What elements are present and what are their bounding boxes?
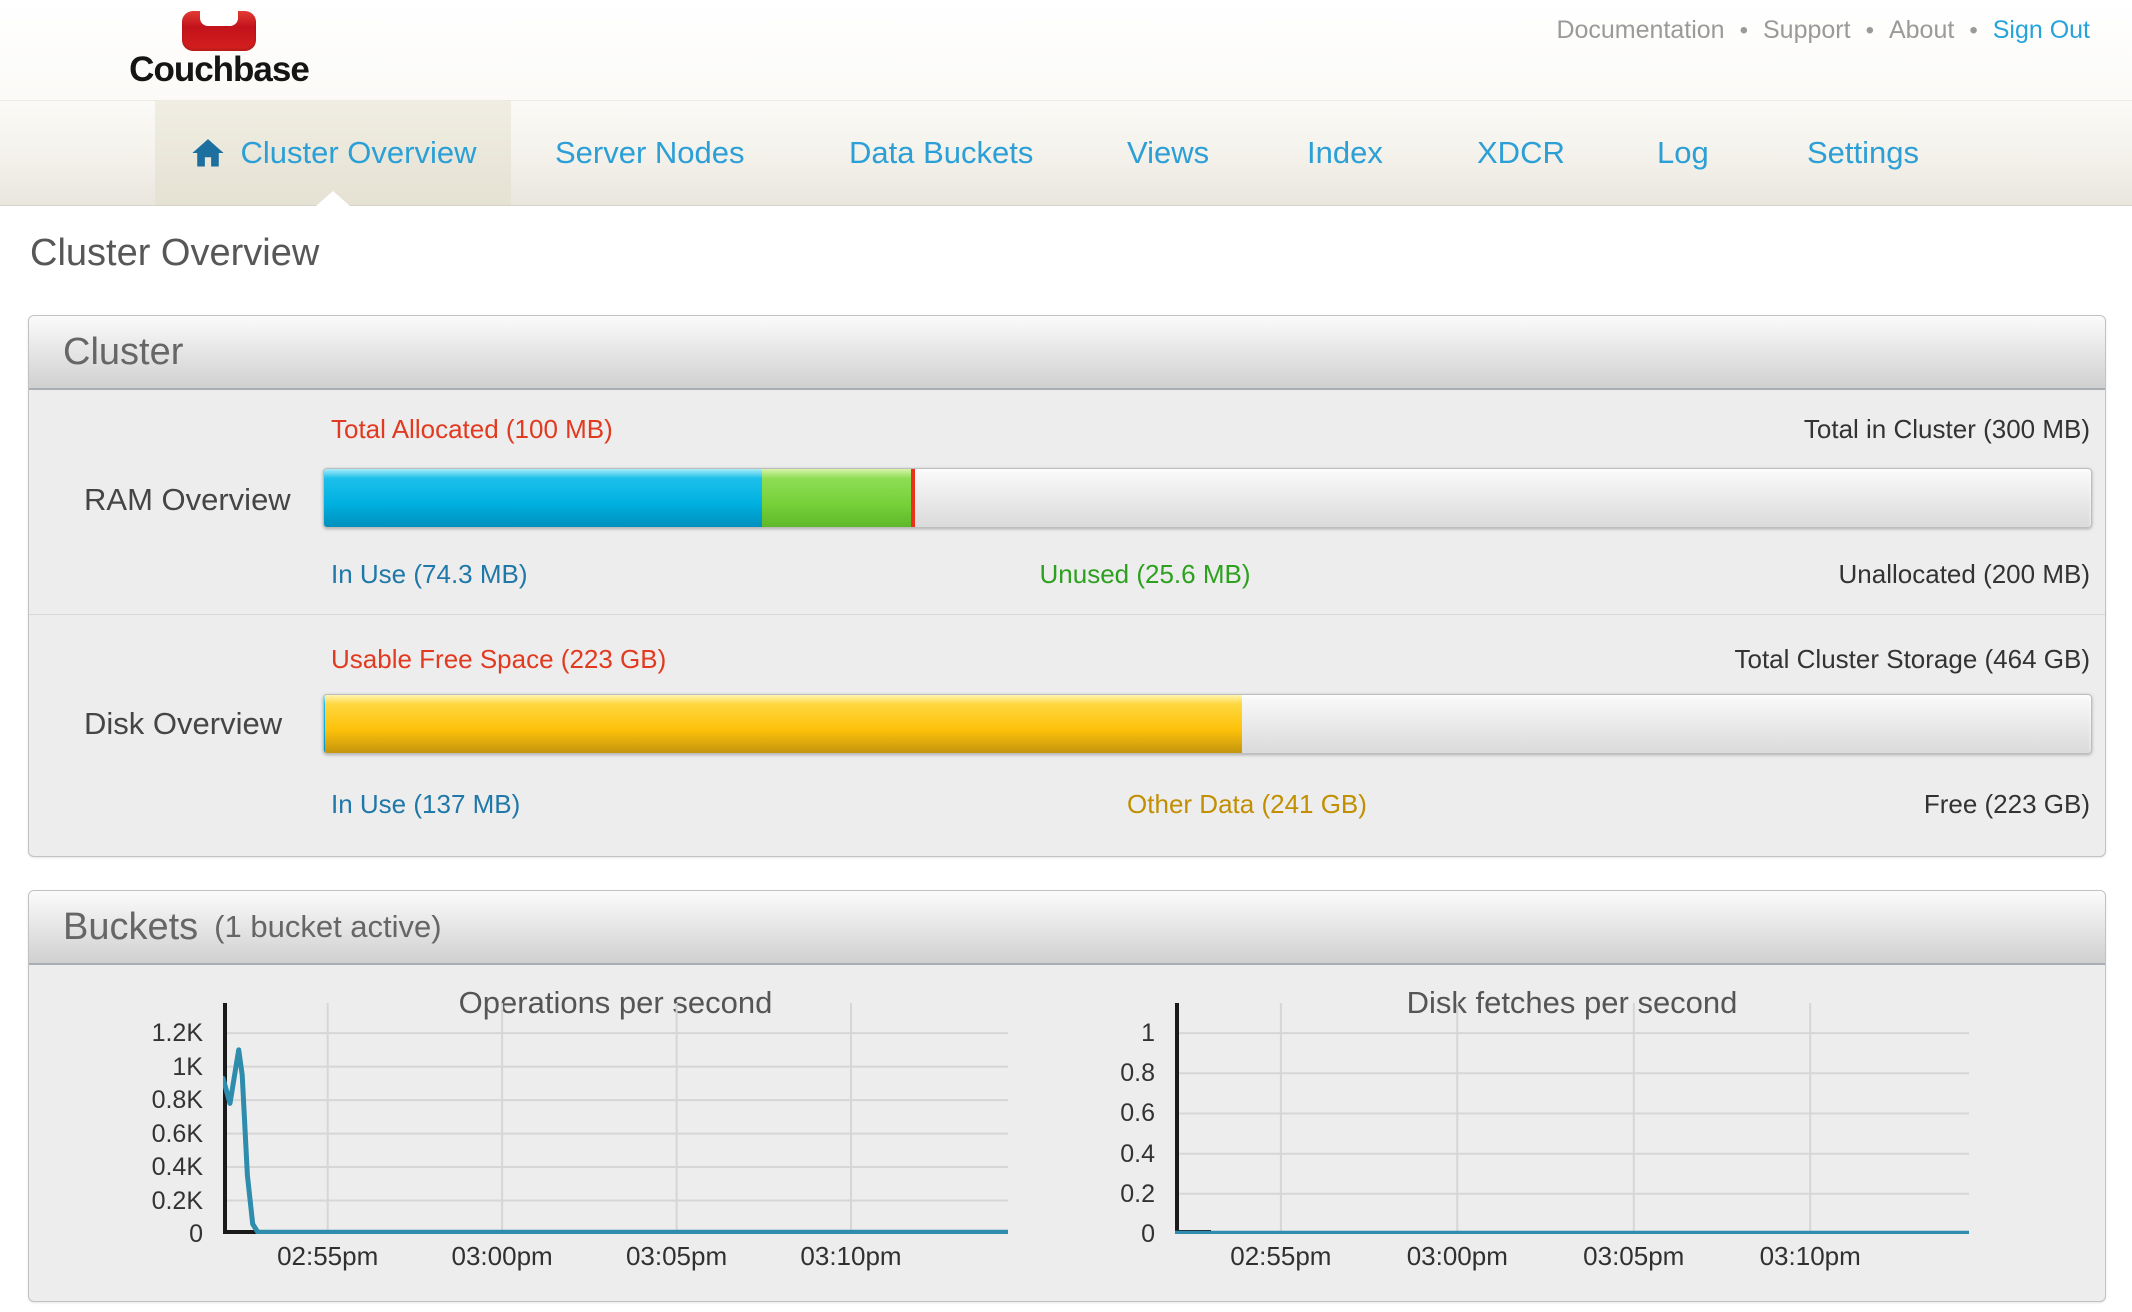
disk-fetches-chart-y-axis-labels: 0 0.2 0.4 0.6 0.8 1 — [1077, 1003, 1165, 1248]
disk-other-data-segment — [324, 695, 1243, 753]
y-tick-label: 0.8 — [1120, 1059, 1155, 1088]
disk-fetches-chart-x-axis-labels: 02:55pm 03:00pm 03:05pm 03:10pm — [1175, 1241, 1969, 1275]
ram-unused-segment — [761, 469, 913, 527]
ops-chart-plot — [220, 1003, 1011, 1235]
row-divider — [29, 614, 2105, 615]
tab-index[interactable]: Index — [1307, 101, 1383, 205]
tab-label: Settings — [1807, 135, 1920, 170]
ram-overview-label: RAM Overview — [84, 482, 291, 517]
ram-unallocated-label: Unallocated (200 MB) — [1838, 559, 2090, 589]
tab-label: Log — [1657, 135, 1709, 170]
page-title: Cluster Overview — [30, 232, 320, 274]
tab-label: Server Nodes — [555, 135, 745, 170]
x-tick-label: 02:55pm — [277, 1241, 379, 1271]
home-icon — [191, 139, 224, 167]
y-tick-label: 0.6K — [151, 1119, 203, 1148]
buckets-panel-title: Buckets — [63, 905, 199, 948]
y-tick-label: 0.2K — [151, 1186, 203, 1215]
x-tick-label: 03:05pm — [1583, 1241, 1685, 1271]
y-tick-label: 0.2 — [1120, 1179, 1155, 1208]
x-tick-label: 03:00pm — [1406, 1241, 1508, 1271]
cluster-panel-header: Cluster — [29, 316, 2105, 390]
disk-total-storage-label: Total Cluster Storage (464 GB) — [1734, 644, 2091, 674]
link-about[interactable]: About — [1888, 16, 1955, 44]
header-links: Documentation • Support • About • Sign O… — [1556, 16, 2090, 45]
link-sign-out[interactable]: Sign Out — [1992, 16, 2090, 44]
tab-views[interactable]: Views — [1127, 101, 1209, 205]
ram-total-allocated-label: Total Allocated (100 MB) — [331, 414, 613, 444]
disk-overview-label: Disk Overview — [84, 706, 283, 741]
y-tick-label: 0 — [189, 1220, 203, 1248]
ops-chart-title: Operations per second — [458, 985, 773, 1020]
tab-cluster-overview[interactable]: Cluster Overview — [155, 101, 511, 205]
x-tick-label: 03:10pm — [1759, 1241, 1861, 1271]
x-tick-label: 03:10pm — [800, 1241, 902, 1271]
tab-settings[interactable]: Settings — [1807, 101, 1919, 205]
tab-label: Index — [1307, 135, 1383, 170]
ram-total-in-cluster-label: Total in Cluster (300 MB) — [1803, 414, 2090, 444]
disk-fetches-chart-plot — [1172, 1003, 1972, 1236]
bullet-separator: • — [1969, 16, 1978, 44]
ops-chart-y-axis-labels: 0 0.2K 0.4K 0.6K 0.8K 1K 1.2K — [125, 1003, 213, 1248]
y-tick-label: 0.4K — [151, 1153, 203, 1182]
cluster-panel: Cluster RAM Overview Total Allocated (10… — [28, 315, 2106, 857]
cluster-panel-title: Cluster — [63, 330, 184, 373]
y-tick-label: 0.4 — [1120, 1139, 1155, 1168]
logo-notch — [200, 10, 238, 26]
main-nav: Cluster Overview Server Nodes Data Bucke… — [0, 100, 2132, 206]
disk-in-use-segment — [324, 695, 325, 753]
app-header: Couchbase Documentation • Support • Abou… — [0, 0, 2132, 100]
y-tick-label: 0.8K — [151, 1086, 203, 1115]
x-tick-label: 03:00pm — [451, 1241, 553, 1271]
ram-allocated-marker — [910, 469, 915, 527]
bullet-separator: • — [1865, 16, 1874, 44]
tab-label: Views — [1127, 135, 1210, 170]
x-tick-label: 02:55pm — [1230, 1241, 1332, 1271]
disk-in-use-label: In Use (137 MB) — [331, 789, 521, 819]
disk-fetches-chart-title: Disk fetches per second — [1406, 985, 1738, 1020]
tab-label: Data Buckets — [849, 135, 1034, 170]
tab-log[interactable]: Log — [1657, 101, 1709, 205]
ops-chart-x-axis-labels: 02:55pm 03:00pm 03:05pm 03:10pm — [223, 1241, 1008, 1275]
tab-data-buckets[interactable]: Data Buckets — [849, 101, 1033, 205]
couchbase-logo-icon — [182, 10, 256, 51]
disk-usable-free-space-label: Usable Free Space (223 GB) — [331, 644, 667, 674]
tab-server-nodes[interactable]: Server Nodes — [555, 101, 745, 205]
y-tick-label: 1.2K — [151, 1019, 203, 1048]
x-tick-label: 03:05pm — [625, 1241, 728, 1271]
active-tab-notch — [316, 191, 350, 206]
buckets-panel: Buckets (1 bucket active) Operations per… — [28, 890, 2106, 1302]
tab-xdcr[interactable]: XDCR — [1477, 101, 1565, 205]
tab-label: Cluster Overview — [240, 135, 477, 170]
ram-in-use-label: In Use (74.3 MB) — [331, 559, 528, 589]
buckets-panel-header: Buckets (1 bucket active) — [29, 891, 2105, 965]
disk-free-label: Free (223 GB) — [1923, 789, 2090, 819]
buckets-panel-subtitle: (1 bucket active) — [214, 909, 442, 944]
y-tick-label: 1K — [172, 1052, 203, 1081]
bullet-separator: • — [1739, 16, 1748, 44]
y-tick-label: 0 — [1141, 1220, 1155, 1248]
disk-other-data-label: Other Data (241 GB) — [1127, 789, 1367, 819]
y-tick-label: 1 — [1141, 1019, 1155, 1048]
y-tick-label: 0.6 — [1120, 1099, 1155, 1128]
couchbase-logo-text: Couchbase — [129, 50, 310, 89]
link-documentation[interactable]: Documentation — [1556, 16, 1725, 44]
link-support[interactable]: Support — [1763, 16, 1851, 44]
ram-usage-bar — [323, 468, 2092, 528]
tab-label: XDCR — [1477, 135, 1565, 170]
ram-unused-label: Unused (25.6 MB) — [1039, 559, 1251, 589]
ram-in-use-segment — [324, 469, 762, 527]
disk-usage-bar — [323, 694, 2092, 754]
